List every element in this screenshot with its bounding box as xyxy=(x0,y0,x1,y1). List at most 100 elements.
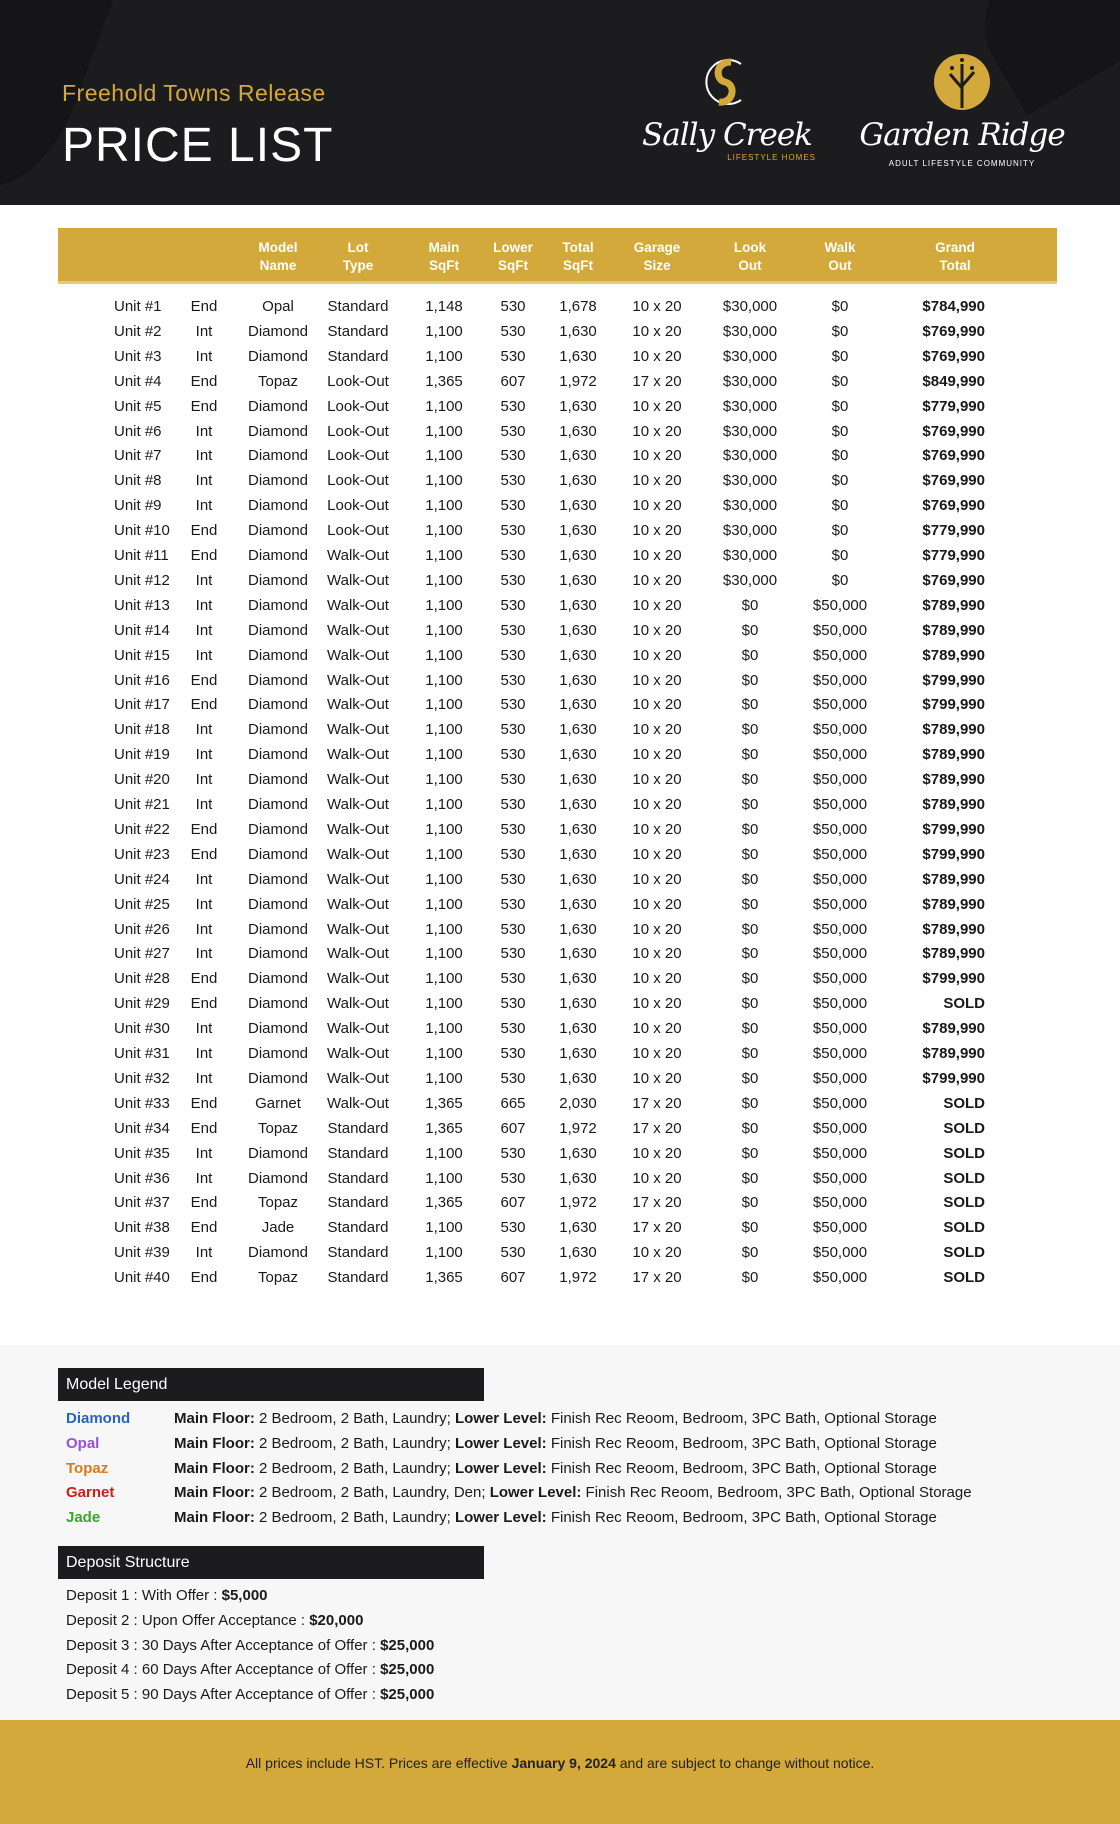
cell: $789,990 xyxy=(922,646,985,664)
cell: Topaz xyxy=(257,1119,299,1137)
cell: Unit #12 xyxy=(114,571,170,589)
cell: End xyxy=(190,522,218,540)
main-desc: 2 Bedroom, 2 Bath, Laundry; xyxy=(254,1509,455,1527)
cell: Diamond xyxy=(247,347,309,365)
cell: 1,100 xyxy=(425,447,463,465)
cell: Walk-Out xyxy=(327,1020,389,1038)
deposit-item: Deposit 3 : 30 Days After Acceptance of … xyxy=(66,1637,434,1654)
cell: $0 xyxy=(741,671,759,689)
cell: 530 xyxy=(500,920,526,938)
cell: 530 xyxy=(500,347,526,365)
cell: Walk-Out xyxy=(327,771,389,789)
cell: 1,630 xyxy=(559,347,597,365)
cell: Int xyxy=(195,322,213,340)
cell: $50,000 xyxy=(812,1069,868,1087)
effective-date: January 9, 2024 xyxy=(511,1755,616,1771)
cell: Unit #22 xyxy=(114,820,170,838)
cell: End xyxy=(190,1094,218,1112)
deposit-amount: $25,000 xyxy=(380,1686,435,1704)
table-row: Unit #37 End Topaz Standard 1,365 607 1,972 17 … xyxy=(0,1194,1120,1218)
cell: 10 x 20 xyxy=(632,596,682,614)
cell: 1,630 xyxy=(559,870,597,888)
cell: 607 xyxy=(500,372,526,390)
cell: $30,000 xyxy=(722,372,778,390)
cell: 530 xyxy=(500,397,526,415)
cell: $50,000 xyxy=(812,596,868,614)
cell: Walk-Out xyxy=(327,547,389,564)
cell: Look-Out xyxy=(327,497,389,515)
legend-item: Diamond Main Floor: 2 Bedroom, 2 Bath, La… xyxy=(66,1410,937,1427)
cell: Diamond xyxy=(247,1169,309,1187)
table-row: Unit #10 End Diamond Look-Out 1,100 530 1,630 1… xyxy=(0,522,1120,546)
cell: $789,990 xyxy=(922,721,985,739)
cell: $50,000 xyxy=(812,1219,868,1237)
cell: 665 xyxy=(500,1094,526,1112)
cell: 1,630 xyxy=(559,995,597,1013)
cell: $50,000 xyxy=(812,721,868,739)
main-label: Main Floor: xyxy=(174,1459,255,1477)
cell: 530 xyxy=(500,596,526,614)
table-row: Unit #40 End Topaz Standard 1,365 607 1,972 17 … xyxy=(0,1269,1120,1293)
cell: 1,100 xyxy=(425,696,463,714)
cell: $769,990 xyxy=(922,447,985,465)
table-row: Unit #11 End Diamond Walk-Out 1,100 530 1,630 1… xyxy=(0,547,1120,571)
table-row: Unit #13 Int Diamond Walk-Out 1,100 530 1,630 1… xyxy=(0,597,1120,621)
cell: $50,000 xyxy=(812,1119,868,1137)
cell: 1,100 xyxy=(425,397,463,415)
cell: $849,990 xyxy=(922,372,985,390)
page-subtitle: Freehold Towns Release xyxy=(62,80,326,106)
cell: 530 xyxy=(500,870,526,888)
table-row: Unit #20 Int Diamond Walk-Out 1,100 530 1,630 1… xyxy=(0,771,1120,795)
cell: Diamond xyxy=(247,1045,309,1062)
cell: 1,630 xyxy=(559,945,597,963)
cell: 1,630 xyxy=(559,721,597,739)
sally-creek-wordmark: Sally Creek xyxy=(642,117,813,153)
cell: Int xyxy=(195,447,213,465)
cell: 1,630 xyxy=(559,1144,597,1162)
table-row: Unit #25 Int Diamond Walk-Out 1,100 530 1,630 1… xyxy=(0,896,1120,920)
cell: 530 xyxy=(500,970,526,988)
cell: $0 xyxy=(741,945,759,963)
cell: $50,000 xyxy=(812,1045,868,1062)
cell: Unit #24 xyxy=(114,870,170,888)
cell: 1,100 xyxy=(425,746,463,764)
cell: 1,100 xyxy=(425,472,463,490)
column-header: Model Name xyxy=(258,240,298,273)
cell: Diamond xyxy=(247,1244,309,1262)
cell: 10 x 20 xyxy=(632,820,682,838)
cell: 10 x 20 xyxy=(632,422,682,440)
cell: 530 xyxy=(500,796,526,813)
table-row: Unit #5 End Diamond Look-Out 1,100 530 1,630 10… xyxy=(0,398,1120,422)
cell: End xyxy=(190,1119,218,1137)
cell: Standard xyxy=(327,298,389,315)
model-name: Garnet xyxy=(66,1484,115,1502)
cell: 10 x 20 xyxy=(632,322,682,340)
table-row: Unit #8 Int Diamond Look-Out 1,100 530 1,630 10… xyxy=(0,472,1120,496)
table-row: Unit #21 Int Diamond Walk-Out 1,100 530 1,630 1… xyxy=(0,796,1120,820)
column-header: Garage Size xyxy=(633,240,681,273)
cell: Int xyxy=(195,1144,213,1162)
cell: 1,365 xyxy=(425,1269,463,1287)
lower-label: Lower Level: xyxy=(454,1459,547,1477)
cell: $50,000 xyxy=(812,920,868,938)
cell: 1,365 xyxy=(425,1094,463,1112)
cell: 10 x 20 xyxy=(632,721,682,739)
cell: $0 xyxy=(741,1069,759,1087)
table-row: Unit #34 End Topaz Standard 1,365 607 1,972 17 … xyxy=(0,1120,1120,1144)
table-row: Unit #16 End Diamond Walk-Out 1,100 530 1,630 1… xyxy=(0,672,1120,696)
lower-desc: Finish Rec Reoom, Bedroom, 3PC Bath, Opt… xyxy=(546,1410,937,1427)
cell: Diamond xyxy=(247,1144,309,1162)
table-row: Unit #17 End Diamond Walk-Out 1,100 530 1,630 1… xyxy=(0,696,1120,720)
cell: $0 xyxy=(741,895,759,913)
cell: Int xyxy=(195,1244,213,1262)
cell: Diamond xyxy=(247,646,309,664)
cell: 1,100 xyxy=(425,547,463,564)
cell: End xyxy=(190,970,218,988)
cell: 1,972 xyxy=(559,1119,597,1137)
cell: Unit #39 xyxy=(114,1244,170,1262)
cell: $0 xyxy=(741,1119,759,1137)
cell: 1,630 xyxy=(559,596,597,614)
cell: Unit #23 xyxy=(114,845,170,863)
deposit-amount: $20,000 xyxy=(309,1611,364,1629)
cell: $30,000 xyxy=(722,322,778,340)
